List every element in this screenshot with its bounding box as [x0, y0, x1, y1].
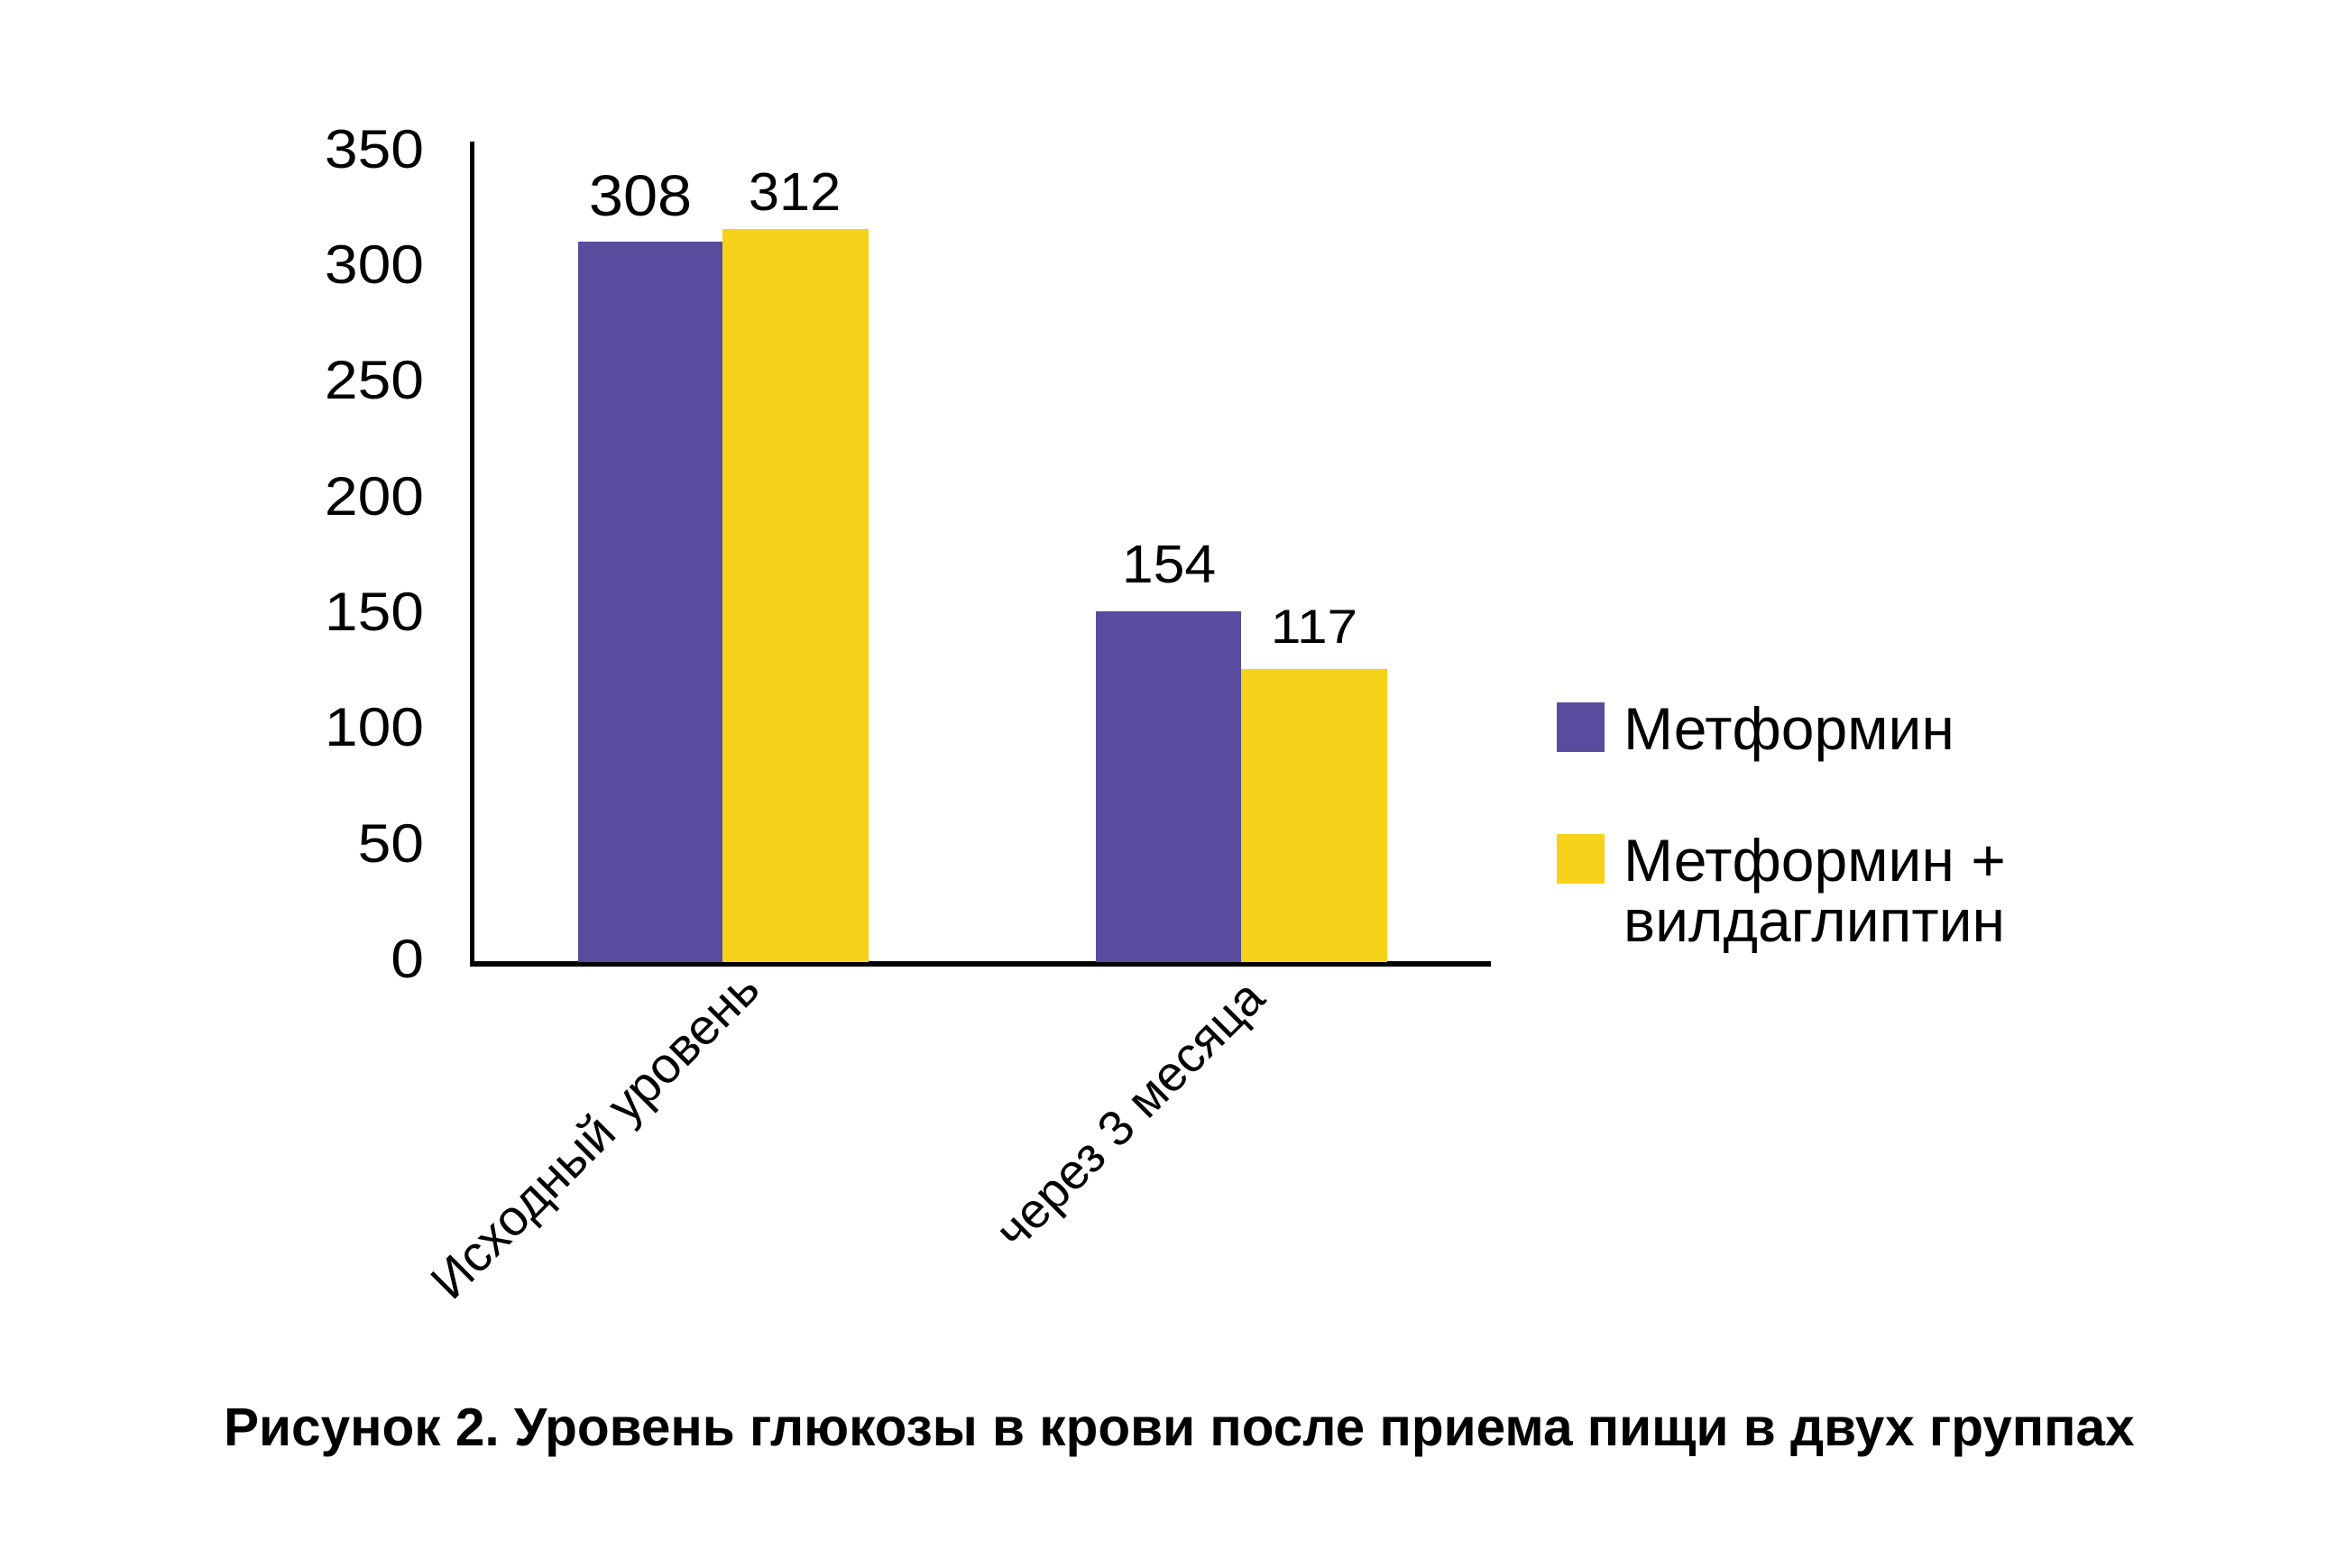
svg-text:300: 300: [325, 235, 424, 296]
svg-text:Метформин: Метформин: [1623, 695, 1954, 762]
svg-text:Метформин +: Метформин +: [1623, 827, 2006, 894]
svg-text:0: 0: [391, 930, 424, 990]
svg-text:200: 200: [325, 467, 424, 527]
svg-text:308: 308: [589, 164, 692, 228]
svg-text:117: 117: [1271, 601, 1357, 654]
svg-text:312: 312: [749, 162, 841, 222]
svg-text:150: 150: [325, 582, 424, 643]
svg-text:250: 250: [325, 351, 424, 411]
svg-text:вилдаглиптин: вилдаглиптин: [1623, 887, 2005, 954]
svg-text:100: 100: [325, 698, 424, 758]
svg-text:350: 350: [325, 120, 424, 180]
svg-text:Рисунок 2. Уровень глюкозы в к: Рисунок 2. Уровень глюкозы в крови после…: [224, 1398, 2135, 1457]
svg-text:50: 50: [358, 814, 424, 875]
svg-text:154: 154: [1122, 535, 1216, 594]
